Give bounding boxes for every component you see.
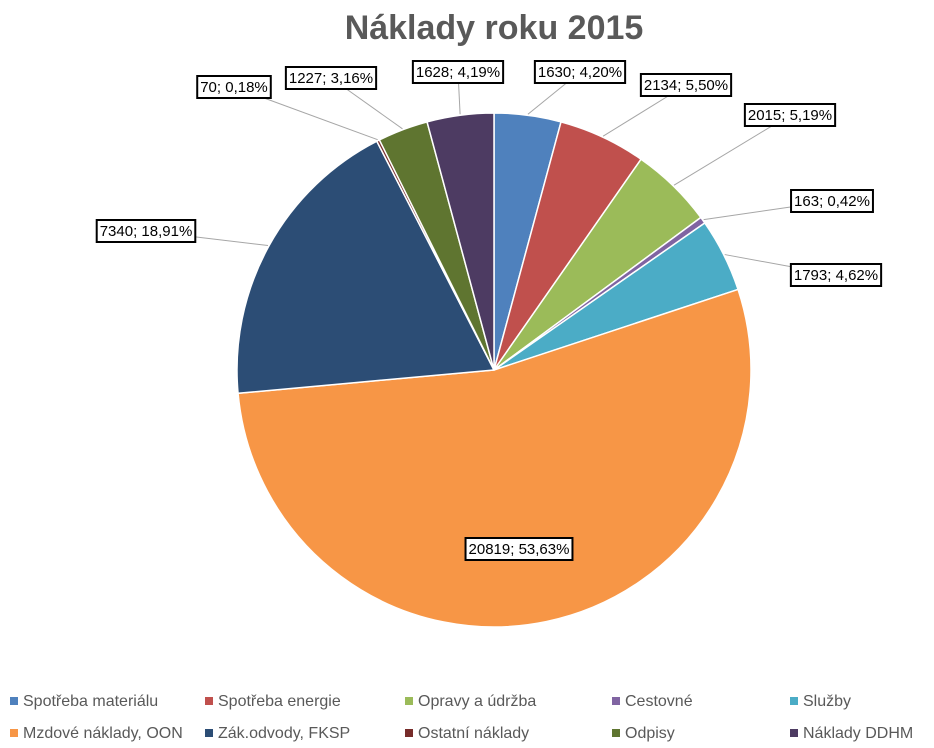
data-label-text: 70; 0,18%: [200, 79, 268, 96]
data-label-box: [284, 66, 378, 90]
legend-label: Spotřeba materiálu: [23, 693, 158, 710]
data-label-box: [789, 263, 883, 287]
data-label-box: [533, 60, 627, 84]
legend-label: Spotřeba energie: [218, 693, 341, 710]
data-label-box: [196, 75, 272, 99]
data-label: 7340; 18,91%: [95, 219, 197, 243]
data-label: 163; 0,42%: [790, 189, 874, 213]
legend-swatch: [612, 697, 620, 705]
legend-label: Odpisy: [625, 725, 675, 742]
data-label-text: 2134; 5,50%: [644, 77, 728, 94]
data-label-text: 1227; 3,16%: [289, 70, 373, 87]
legend-label: Mzdové náklady, OON: [23, 725, 183, 742]
legend-swatch: [10, 729, 18, 737]
data-label-text: 20819; 53,63%: [469, 541, 570, 558]
data-label-text: 1793; 4,62%: [794, 267, 878, 284]
legend-label: Opravy a údržba: [418, 693, 536, 710]
legend-swatch: [205, 697, 213, 705]
data-label: 1227; 3,16%: [284, 66, 378, 90]
legend-label: Náklady DDHM: [803, 725, 913, 742]
data-label-text: 1630; 4,20%: [538, 64, 622, 81]
legend-swatch: [10, 697, 18, 705]
pie-slice: [236, 140, 496, 395]
data-label-text: 2015; 5,19%: [748, 107, 832, 124]
legend-swatch: [405, 729, 413, 737]
data-label: 1630; 4,20%: [533, 60, 627, 84]
legend-swatch: [405, 697, 413, 705]
data-label: 1793; 4,62%: [789, 263, 883, 287]
legend-label: Ostatní náklady: [418, 725, 529, 742]
legend-swatch: [205, 729, 213, 737]
data-label-box: [639, 73, 733, 97]
data-label-box: [95, 219, 197, 243]
data-label: 1628; 4,19%: [411, 60, 505, 84]
pie-slice: [237, 288, 752, 628]
data-label-box: [790, 189, 874, 213]
data-label-text: 1628; 4,19%: [416, 64, 500, 81]
data-label: 70; 0,18%: [196, 75, 272, 99]
legend-swatch: [790, 729, 798, 737]
data-label-box: [411, 60, 505, 84]
data-label: 2134; 5,50%: [639, 73, 733, 97]
data-label: 2015; 5,19%: [743, 103, 837, 127]
legend-label: Služby: [803, 693, 851, 710]
legend-swatch: [612, 729, 620, 737]
data-label-box: [464, 537, 574, 561]
legend-label: Zák.odvody, FKSP: [218, 725, 350, 742]
data-label-box: [743, 103, 837, 127]
chart-title: Náklady roku 2015: [345, 9, 644, 47]
legend-swatch: [790, 697, 798, 705]
data-label: 20819; 53,63%: [464, 537, 574, 561]
legend-label: Cestovné: [625, 693, 693, 710]
data-label-text: 7340; 18,91%: [100, 223, 193, 240]
pie-slice: [426, 112, 495, 371]
data-label-text: 163; 0,42%: [794, 193, 870, 210]
